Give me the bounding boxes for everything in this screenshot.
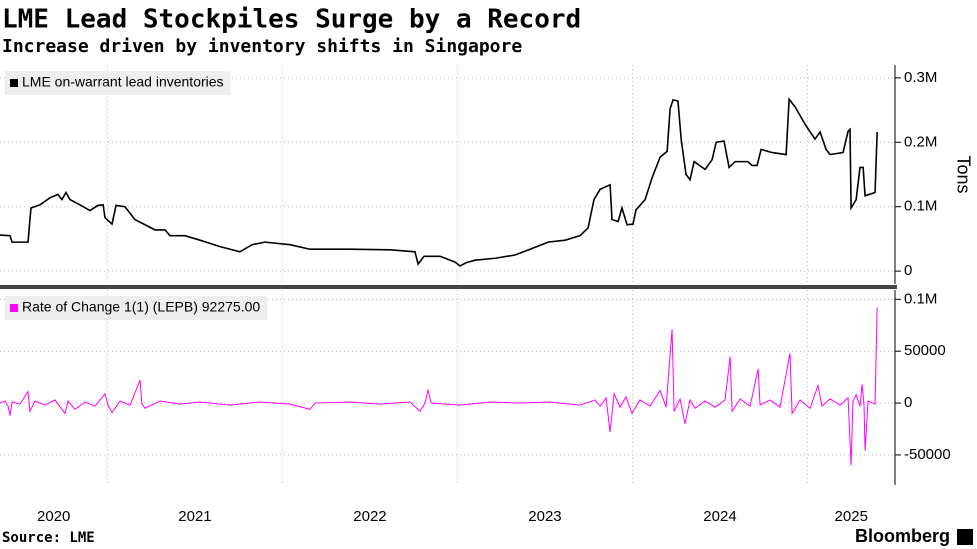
brand-icon: [957, 529, 973, 545]
y-tick-label: 0: [904, 394, 912, 411]
y-tick-label: 0.3M: [904, 69, 937, 86]
chart-subtitle: Increase driven by inventory shifts in S…: [2, 36, 522, 57]
data-line: [0, 96, 878, 267]
y-axis-label: Tons: [953, 155, 973, 193]
legend-label: Rate of Change 1(1) (LEPB) 92275.00: [22, 299, 260, 315]
legend-box: [5, 71, 231, 95]
legend-swatch: [10, 304, 18, 312]
legend-box: [5, 296, 268, 320]
x-tick-label: 2024: [703, 508, 736, 525]
y-tick-label: 0.2M: [904, 133, 937, 150]
y-tick-label: 0: [904, 262, 912, 279]
y-tick-label: 0.1M: [904, 290, 937, 307]
y-tick-label: 50000: [904, 342, 946, 359]
x-tick-label: 2023: [528, 508, 561, 525]
y-tick-label: -50000: [904, 446, 951, 463]
data-line: [0, 307, 878, 466]
x-tick-label: 2022: [353, 508, 386, 525]
x-tick-label: 2021: [178, 508, 211, 525]
legend-label: LME on-warrant lead inventories: [22, 74, 224, 90]
source: Source: LME: [2, 530, 95, 546]
x-tick-label: 2025: [835, 508, 868, 525]
y-tick-label: 0.1M: [904, 198, 937, 215]
legend-swatch: [10, 79, 18, 87]
x-tick-label: 2020: [37, 508, 70, 525]
brand: Bloomberg: [855, 526, 950, 546]
chart-title: LME Lead Stockpiles Surge by a Record: [2, 5, 581, 35]
